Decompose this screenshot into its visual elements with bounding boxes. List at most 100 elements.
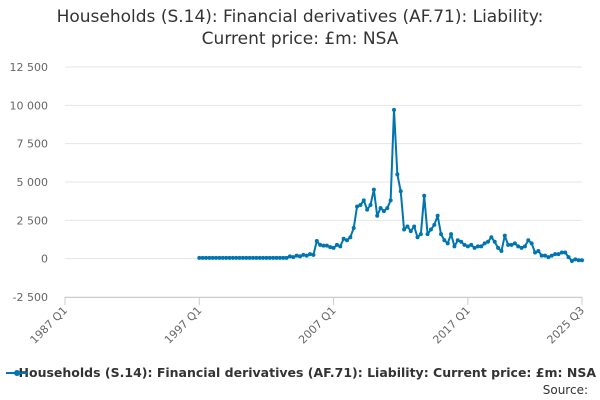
data-point[interactable] [371,187,376,192]
series-line[interactable] [199,108,582,262]
data-point[interactable] [422,193,427,198]
data-point[interactable] [533,250,537,255]
data-point[interactable] [522,244,527,249]
data-point[interactable] [469,242,474,247]
data-point[interactable] [519,245,524,250]
data-point[interactable] [197,255,202,260]
data-point[interactable] [348,235,353,240]
data-point[interactable] [553,252,558,257]
data-point[interactable] [573,257,578,262]
data-point[interactable] [482,241,487,246]
legend[interactable]: Households (S.14): Financial derivatives… [6,365,596,380]
data-point[interactable] [247,255,252,260]
data-point[interactable] [204,255,208,260]
data-point[interactable] [489,235,494,240]
data-point[interactable] [509,242,514,247]
data-point[interactable] [318,242,323,247]
data-point[interactable] [452,244,457,249]
data-point[interactable] [543,253,548,258]
data-point[interactable] [418,232,423,237]
data-point[interactable] [217,255,222,260]
data-point[interactable] [298,254,302,259]
data-point[interactable] [492,239,497,244]
data-point[interactable] [234,255,239,260]
data-point[interactable] [345,238,349,243]
data-point[interactable] [368,203,373,207]
data-point[interactable] [395,172,400,177]
data-point[interactable] [479,244,484,249]
data-point[interactable] [321,243,326,248]
data-point[interactable] [402,227,407,232]
data-point[interactable] [281,255,286,260]
data-point[interactable] [375,213,380,218]
data-point[interactable] [539,253,544,258]
data-point[interactable] [351,226,356,230]
data-point[interactable] [378,206,383,211]
data-point[interactable] [257,255,262,260]
data-point[interactable] [563,250,568,255]
data-point[interactable] [499,249,504,253]
data-point[interactable] [224,255,229,260]
data-point[interactable] [408,229,413,234]
data-point[interactable] [415,235,420,240]
data-point[interactable] [559,250,564,255]
data-point[interactable] [455,238,460,243]
data-point[interactable] [274,255,279,260]
data-point[interactable] [580,258,584,263]
data-point[interactable] [210,255,215,260]
data-point[interactable] [459,239,464,244]
data-point[interactable] [569,258,574,263]
data-point[interactable] [526,238,531,243]
data-point[interactable] [388,198,393,203]
data-point[interactable] [308,252,313,257]
data-point[interactable] [227,255,232,260]
data-point[interactable] [428,227,433,232]
data-point[interactable] [331,245,336,250]
data-point[interactable] [529,241,534,246]
data-point[interactable] [287,254,292,259]
data-point[interactable] [462,242,467,247]
data-point[interactable] [284,255,289,260]
data-point[interactable] [502,233,507,238]
data-point[interactable] [475,244,480,249]
data-point[interactable] [445,241,450,246]
data-point[interactable] [442,238,447,243]
data-point[interactable] [200,255,205,260]
data-point[interactable] [240,255,245,260]
data-point[interactable] [254,255,259,260]
data-point[interactable] [546,255,551,260]
data-point[interactable] [556,252,561,257]
data-point[interactable] [512,241,517,246]
data-point[interactable] [412,224,417,229]
data-point[interactable] [328,245,333,250]
data-point[interactable] [355,204,360,209]
data-point[interactable] [516,244,521,249]
data-point[interactable] [301,252,306,257]
data-point[interactable] [496,245,501,250]
data-point[interactable] [294,253,299,258]
data-point[interactable] [304,253,309,258]
data-point[interactable] [432,222,437,227]
data-point[interactable] [486,239,490,244]
data-point[interactable] [271,255,276,260]
data-point[interactable] [338,244,343,249]
data-point[interactable] [549,253,554,258]
data-point[interactable] [449,232,454,237]
data-point[interactable] [392,107,396,112]
data-point[interactable] [237,255,242,260]
data-point[interactable] [361,198,366,203]
data-point[interactable] [207,255,212,260]
data-point[interactable] [425,232,430,237]
data-point[interactable] [264,255,269,260]
data-point[interactable] [314,239,319,244]
data-point[interactable] [334,242,339,247]
data-point[interactable] [398,189,403,194]
data-point[interactable] [439,232,443,237]
data-point[interactable] [244,255,249,260]
data-point[interactable] [230,255,235,260]
data-point[interactable] [341,236,346,241]
data-point[interactable] [365,207,370,212]
data-point[interactable] [566,255,571,260]
data-point[interactable] [358,203,363,207]
data-point[interactable] [405,224,410,229]
